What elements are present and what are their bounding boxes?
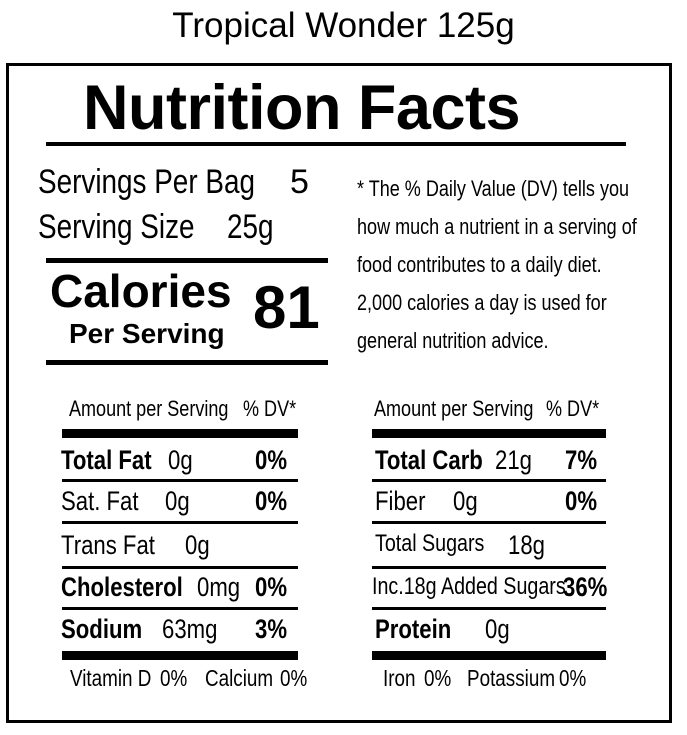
left-row-rule (62, 479, 298, 482)
left-row-amount: 0mg (197, 572, 241, 602)
right-row-rule (372, 566, 606, 569)
iron-label: Iron (383, 665, 416, 691)
vitamin-d-dv: 0% (160, 665, 188, 691)
right-row-name: Total Carb (375, 445, 483, 475)
right-row-amount: 0g (485, 614, 510, 644)
left-row-name: Sodium (61, 614, 143, 644)
left-row-name: Sat. Fat (61, 486, 139, 516)
right-header-amount: Amount per Serving (374, 396, 534, 421)
nutrition-label-border (6, 63, 672, 723)
left-row-rule (62, 607, 298, 610)
serving-size-label: Serving Size (38, 208, 195, 246)
right-header-rule (372, 429, 606, 438)
left-header-rule (62, 429, 298, 438)
right-row-rule (372, 607, 606, 610)
calcium-dv: 0% (280, 665, 308, 691)
dv-note-line-4: 2,000 calories a day is used for (357, 290, 607, 315)
right-row-dv: 0% (565, 486, 598, 516)
calories-bottom-rule (46, 360, 328, 365)
right-row-amount: 18g (508, 530, 545, 560)
calories-top-rule (46, 258, 328, 263)
left-row-amount: 0g (165, 486, 190, 516)
left-row-amount: 0g (185, 530, 210, 560)
left-row-dv: 0% (255, 486, 288, 516)
servings-per-bag-label: Servings Per Bag (38, 163, 255, 201)
right-row-name: Protein (375, 614, 452, 644)
calories-label: Calories (50, 265, 232, 317)
right-row-dv: 7% (565, 445, 598, 475)
right-row-rule (372, 479, 606, 482)
dv-note-line-1: * The % Daily Value (DV) tells you (357, 176, 630, 201)
right-row-name: Total Sugars (375, 530, 485, 557)
left-row-name: Trans Fat (61, 530, 155, 560)
calcium-label: Calcium (205, 665, 274, 691)
left-header-dv: % DV* (243, 396, 297, 421)
potassium-label: Potassium (467, 665, 556, 691)
vitamin-d-label: Vitamin D (70, 665, 152, 691)
dv-note-line-5: general nutrition advice. (357, 328, 549, 353)
left-row-name: Total Fat (61, 445, 152, 475)
calories-per-serving-label: Per Serving (69, 318, 225, 349)
potassium-dv: 0% (559, 665, 587, 691)
right-row-rule (372, 521, 606, 524)
left-row-amount: 0g (168, 445, 193, 475)
serving-size-value: 25g (227, 208, 274, 246)
left-row-dv: 0% (255, 572, 288, 602)
left-header-amount: Amount per Serving (69, 396, 229, 421)
right-header-dv: % DV* (546, 396, 600, 421)
nutrition-facts-title: Nutrition Facts (83, 73, 521, 143)
left-row-rule (62, 566, 298, 569)
product-name: Tropical Wonder 125g (172, 6, 515, 45)
title-rule (46, 142, 626, 146)
left-table-bottom-rule (62, 651, 298, 660)
left-row-name: Cholesterol (61, 572, 183, 602)
left-row-dv: 0% (255, 445, 288, 475)
servings-per-bag-value: 5 (290, 163, 309, 201)
dv-note-line-3: food contributes to a daily diet. (357, 252, 602, 277)
iron-dv: 0% (424, 665, 452, 691)
left-row-dv: 3% (255, 614, 288, 644)
right-row-amount: 0g (453, 486, 478, 516)
right-row-name: Fiber (375, 486, 426, 516)
right-row-amount: 21g (495, 445, 532, 475)
right-row-name: Inc.18g Added Sugars (372, 573, 566, 600)
left-row-amount: 63mg (162, 614, 218, 644)
calories-value: 81 (253, 274, 320, 341)
left-row-rule (62, 521, 298, 524)
dv-note-line-2: how much a nutrient in a serving of (357, 214, 637, 239)
right-row-dv: 36% (563, 572, 608, 602)
right-table-bottom-rule (372, 651, 606, 660)
